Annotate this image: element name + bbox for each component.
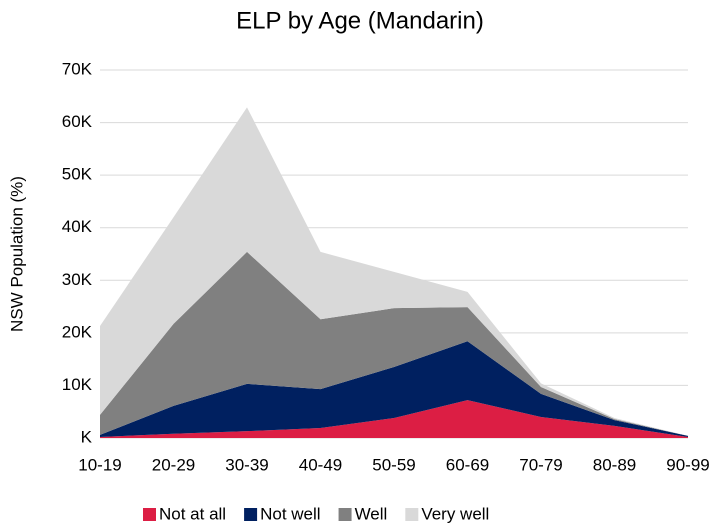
legend-label: Well (355, 504, 388, 523)
area (100, 107, 688, 436)
legend-label: Very well (421, 504, 489, 523)
y-tick-label: 20K (62, 322, 93, 341)
area (100, 251, 688, 436)
y-tick-label: 30K (62, 270, 93, 289)
x-tick-label: 80-89 (593, 455, 636, 474)
y-tick-label: 50K (62, 165, 93, 184)
x-tick-label: 10-19 (78, 455, 121, 474)
y-tick-label: 70K (62, 59, 93, 78)
legend-swatch (244, 508, 258, 521)
y-tick-label: 60K (62, 112, 93, 131)
x-tick-label: 70-79 (519, 455, 562, 474)
x-tick-label: 50-59 (372, 455, 415, 474)
legend-swatch (338, 508, 352, 521)
x-tick-label: 30-39 (225, 455, 268, 474)
legend-swatch (143, 508, 156, 521)
y-tick-label: K (81, 427, 93, 446)
area (100, 341, 688, 437)
x-tick-label: 90-99 (666, 455, 709, 474)
legend-label: Not well (260, 504, 320, 523)
y-tick-label: 40K (62, 217, 93, 236)
x-tick-label: 40-49 (299, 455, 342, 474)
legend-label: Not at all (159, 504, 226, 523)
x-tick-label: 60-69 (446, 455, 489, 474)
x-tick-label: 20-29 (152, 455, 195, 474)
chart-title: ELP by Age (Mandarin) (236, 7, 484, 34)
legend-swatch (405, 508, 419, 521)
area (100, 400, 688, 438)
y-tick-label: 10K (62, 375, 93, 394)
y-axis-label: NSW Population (%) (7, 176, 26, 332)
